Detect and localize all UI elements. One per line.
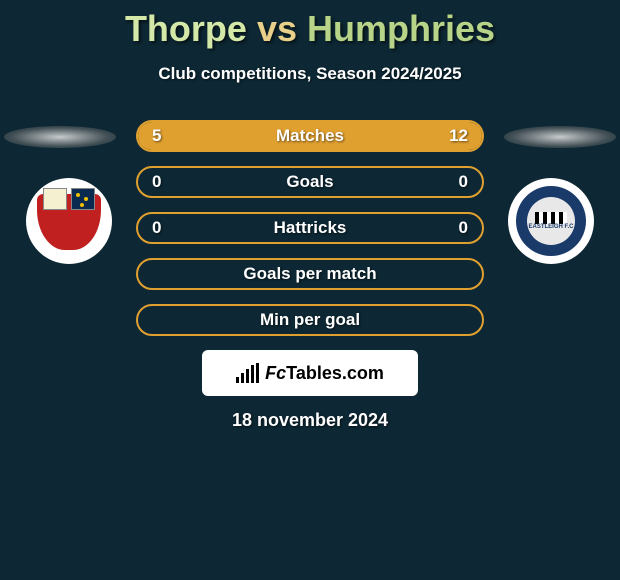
stat-row: Min per goal: [136, 304, 484, 336]
stat-value-right: 0: [459, 218, 468, 238]
vs-label: vs: [257, 8, 297, 49]
stat-value-right: 12: [449, 126, 468, 146]
stat-value-left: 0: [152, 218, 161, 238]
player2-name: Humphries: [307, 8, 495, 49]
stat-label: Goals: [286, 172, 333, 192]
player1-name: Thorpe: [125, 8, 247, 49]
shield-icon: EASTLEIGH F.C: [516, 186, 586, 256]
right-player-halo: [504, 126, 616, 148]
club-right-text: EASTLEIGH F.C: [528, 224, 573, 230]
brand-text: FcTables.com: [265, 363, 384, 384]
stat-row: 0 Hattricks 0: [136, 212, 484, 244]
left-club-badge: [26, 178, 112, 264]
stat-value-right: 0: [459, 172, 468, 192]
brand-box: FcTables.com: [202, 350, 418, 396]
date-label: 18 november 2024: [0, 410, 620, 431]
right-club-badge: EASTLEIGH F.C: [508, 178, 594, 264]
stat-row: 0 Goals 0: [136, 166, 484, 198]
subtitle: Club competitions, Season 2024/2025: [0, 64, 620, 84]
page-title: Thorpe vs Humphries: [0, 8, 620, 50]
stat-label: Hattricks: [274, 218, 347, 238]
brand-main: Tables.com: [286, 363, 384, 383]
stat-label: Goals per match: [243, 264, 376, 284]
stat-value-left: 0: [152, 172, 161, 192]
stat-label: Matches: [276, 126, 344, 146]
stat-row: Goals per match: [136, 258, 484, 290]
stat-fill-right: [238, 122, 482, 150]
shield-icon: [37, 186, 101, 256]
left-player-halo: [4, 126, 116, 148]
stat-value-left: 5: [152, 126, 161, 146]
brand-prefix: Fc: [265, 363, 286, 383]
bar-chart-icon: [236, 363, 259, 383]
stat-row: 5 Matches 12: [136, 120, 484, 152]
stat-label: Min per goal: [260, 310, 360, 330]
